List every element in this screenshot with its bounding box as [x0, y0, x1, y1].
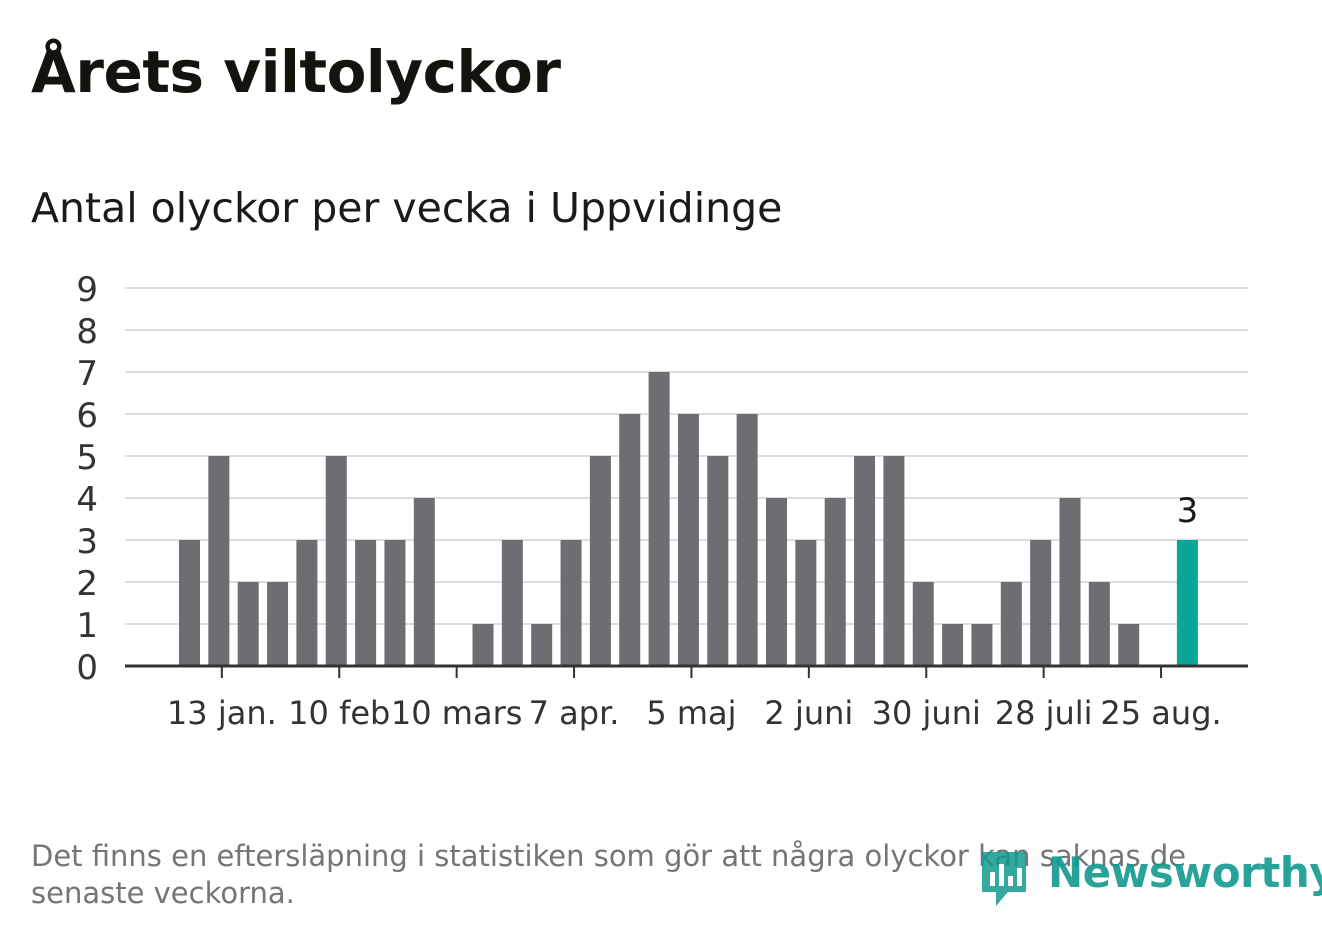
- bar: [208, 456, 230, 666]
- bar: [1176, 540, 1198, 666]
- y-tick-label: 0: [76, 648, 98, 688]
- x-tick-label: 10 feb: [288, 694, 390, 732]
- bar: [1030, 540, 1052, 666]
- bar: [267, 582, 289, 666]
- y-tick-label: 4: [76, 480, 98, 520]
- chart-subtitle: Antal olyckor per vecka i Uppvidinge: [31, 184, 783, 232]
- bar: [501, 540, 523, 666]
- x-tick-label: 28 juli: [995, 694, 1093, 732]
- bar: [179, 540, 200, 666]
- bar: [824, 498, 846, 666]
- bar: [325, 456, 347, 666]
- bar: [531, 624, 553, 666]
- bar: [736, 414, 758, 666]
- bar: [472, 624, 494, 666]
- x-tick-label: 2 juni: [764, 694, 853, 732]
- y-tick-label: 8: [76, 312, 98, 352]
- bar: [677, 414, 699, 666]
- y-tick-label: 9: [76, 270, 98, 310]
- x-tick-label: 30 juni: [872, 694, 981, 732]
- newsworthy-logo: Newsworthy: [978, 846, 1322, 912]
- x-tick-label: 10 mars: [391, 694, 523, 732]
- x-tick-label: 13 jan.: [167, 694, 277, 732]
- bar: [384, 540, 406, 666]
- bar: [1118, 624, 1140, 666]
- bar: [942, 624, 964, 666]
- highlight-value-label: 3: [1177, 491, 1199, 531]
- page-title: Årets viltolyckor: [31, 38, 561, 106]
- bar: [589, 456, 611, 666]
- x-tick-label: 25 aug.: [1100, 694, 1221, 732]
- bar: [237, 582, 259, 666]
- bar: [854, 456, 876, 666]
- bar: [1059, 498, 1081, 666]
- bar: [707, 456, 729, 666]
- y-tick-label: 6: [76, 396, 98, 436]
- bar: [648, 372, 670, 666]
- y-tick-label: 5: [76, 438, 98, 478]
- newsworthy-logo-text: Newsworthy: [1048, 848, 1322, 897]
- bar: [560, 540, 582, 666]
- bar: [971, 624, 993, 666]
- y-tick-label: 2: [76, 564, 98, 604]
- bar: [296, 540, 318, 666]
- x-tick-label: 5 maj: [646, 694, 736, 732]
- x-tick-label: 7 apr.: [529, 694, 620, 732]
- bar: [766, 498, 787, 666]
- bar: [912, 582, 934, 666]
- bar: [795, 540, 817, 666]
- bar: [619, 414, 641, 666]
- y-tick-label: 3: [76, 522, 98, 562]
- y-tick-label: 1: [76, 606, 98, 646]
- bar: [413, 498, 435, 666]
- y-tick-label: 7: [76, 354, 98, 394]
- bar: [1088, 582, 1110, 666]
- bar: [1000, 582, 1022, 666]
- bar: [883, 456, 905, 666]
- bar: [355, 540, 377, 666]
- newsworthy-logo-icon: [982, 852, 1026, 906]
